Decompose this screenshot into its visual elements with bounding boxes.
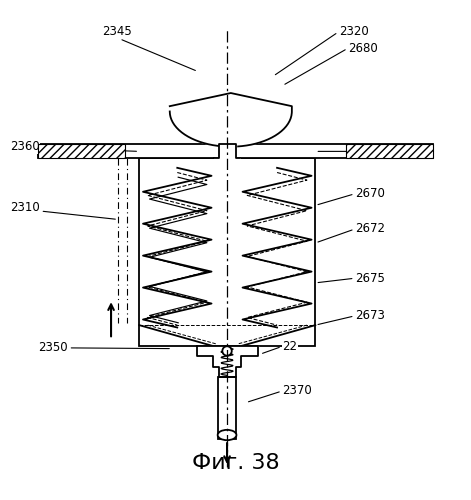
Ellipse shape <box>218 430 236 440</box>
Text: 2320: 2320 <box>276 25 369 74</box>
Text: 2680: 2680 <box>285 42 378 84</box>
Bar <box>38 144 125 158</box>
Polygon shape <box>214 144 240 158</box>
Text: 2345: 2345 <box>102 25 195 70</box>
Text: 2672: 2672 <box>318 222 385 242</box>
Polygon shape <box>170 93 292 146</box>
Bar <box>38 144 433 158</box>
Bar <box>346 144 433 158</box>
Circle shape <box>222 346 232 356</box>
Text: 2310: 2310 <box>10 201 115 219</box>
Bar <box>139 158 315 346</box>
Text: 2370: 2370 <box>249 384 312 402</box>
Text: Фиг. 38: Фиг. 38 <box>192 453 279 473</box>
Text: 2360: 2360 <box>10 140 137 153</box>
Text: 2330: 2330 <box>318 145 385 158</box>
Polygon shape <box>196 346 258 377</box>
Text: 2673: 2673 <box>318 309 385 324</box>
Text: 22: 22 <box>262 340 298 353</box>
Text: 2675: 2675 <box>318 272 385 284</box>
Bar <box>218 377 236 439</box>
Text: 2350: 2350 <box>38 341 169 354</box>
Text: 2670: 2670 <box>318 187 385 204</box>
